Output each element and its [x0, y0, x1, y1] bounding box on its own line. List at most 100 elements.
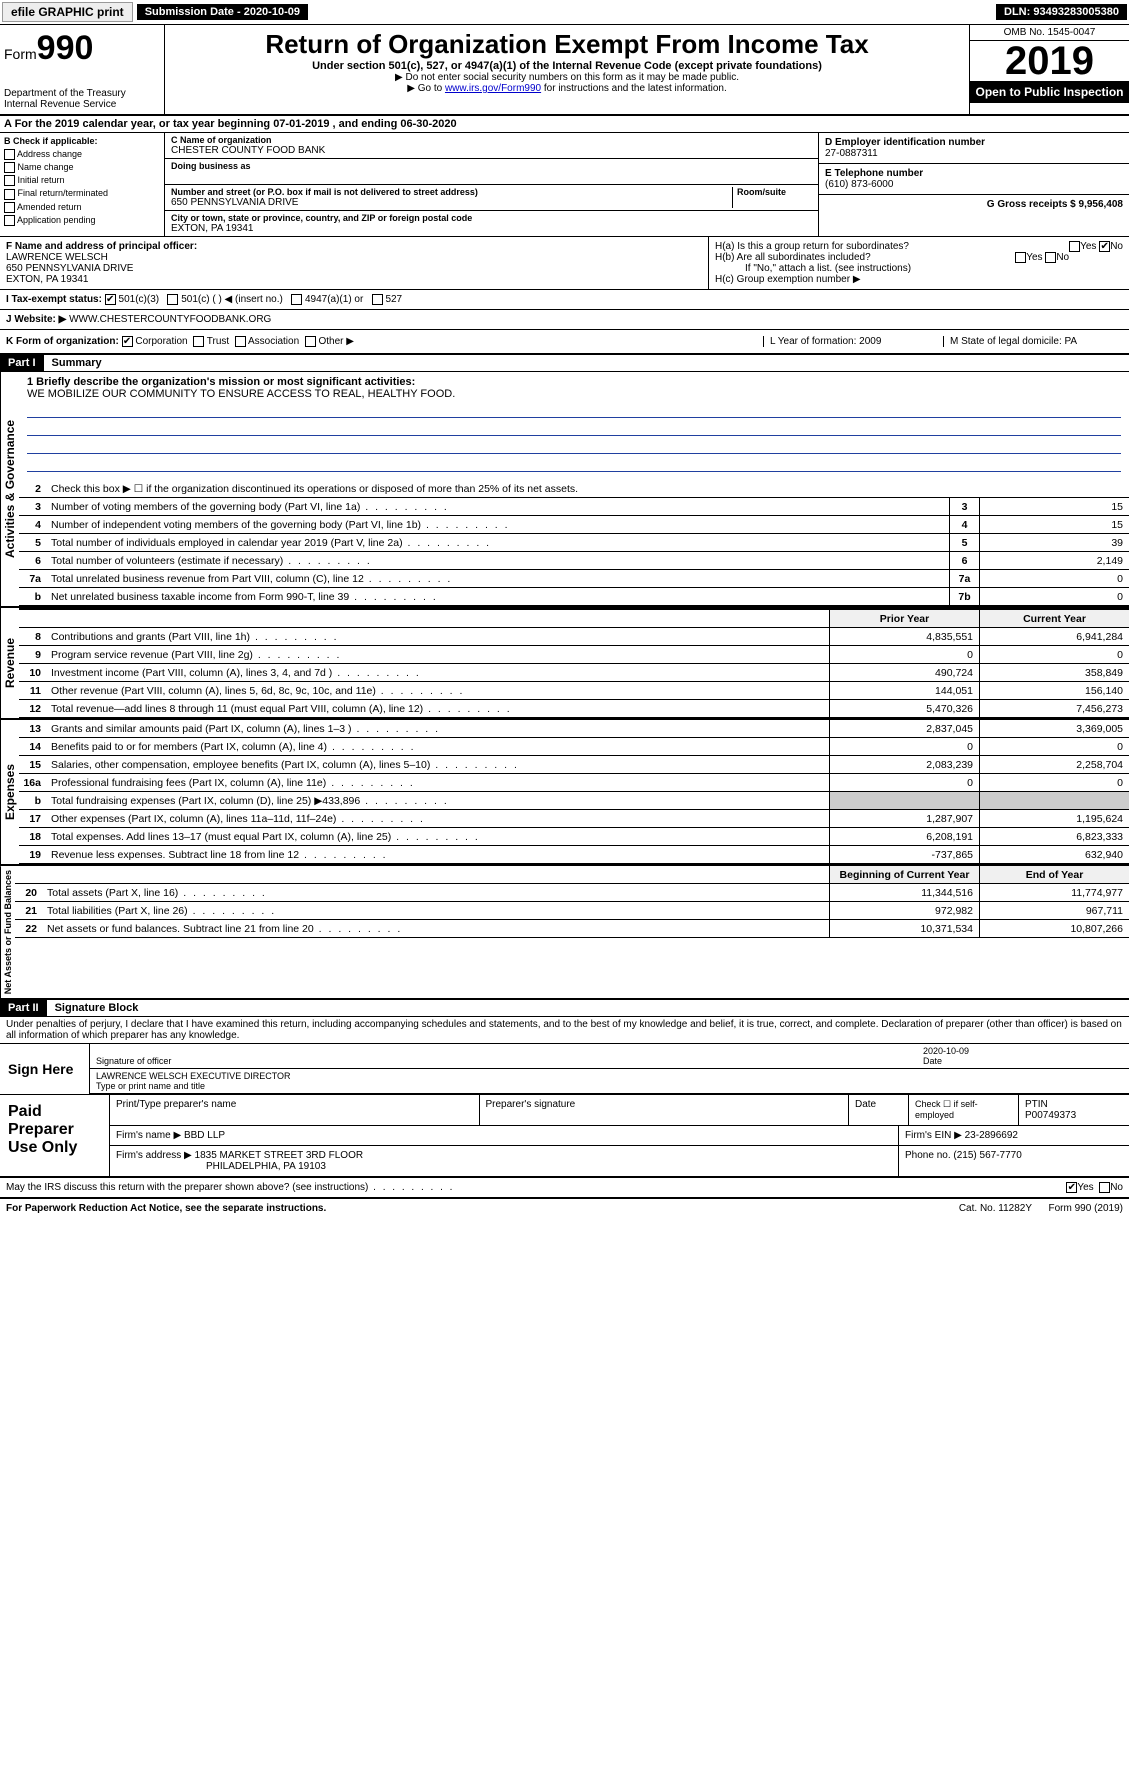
addr-label: Number and street (or P.O. box if mail i…: [171, 187, 732, 197]
room-label: Room/suite: [737, 187, 812, 197]
vlabel-governance: Activities & Governance: [0, 372, 19, 606]
summary-line-3: 3Number of voting members of the governi…: [19, 498, 1129, 516]
firm-addr1: 1835 MARKET STREET 3RD FLOOR: [195, 1150, 364, 1161]
sig-date: 2020-10-09: [923, 1046, 969, 1056]
part1-header: Part I Summary: [0, 355, 1129, 372]
phone-label: E Telephone number: [825, 168, 1123, 179]
line1-label: 1 Briefly describe the organization's mi…: [27, 376, 1121, 388]
line2-text: Check this box ▶ ☐ if the organization d…: [47, 481, 1129, 497]
firm-ein: 23-2896692: [965, 1130, 1018, 1141]
submission-date: Submission Date - 2020-10-09: [137, 4, 308, 20]
dba-label: Doing business as: [171, 161, 812, 171]
tax-year: 2019: [970, 41, 1129, 81]
summary-line-13: 13Grants and similar amounts paid (Part …: [19, 720, 1129, 738]
period-row: A For the 2019 calendar year, or tax yea…: [0, 116, 1129, 133]
ha-label: H(a) Is this a group return for subordin…: [715, 241, 909, 252]
form-header: Form990 Department of the Treasury Inter…: [0, 25, 1129, 116]
section-b-row: B Check if applicable: Address change Na…: [0, 133, 1129, 237]
summary-line-17: 17Other expenses (Part IX, column (A), l…: [19, 810, 1129, 828]
summary-line-12: 12Total revenue—add lines 8 through 11 (…: [19, 700, 1129, 718]
ein-value: 27-0887311: [825, 148, 1123, 159]
check-name-change[interactable]: Name change: [4, 161, 160, 174]
summary-line-8: 8Contributions and grants (Part VIII, li…: [19, 628, 1129, 646]
firm-addr2: PHILADELPHIA, PA 19103: [116, 1161, 326, 1172]
hb-label: H(b) Are all subordinates included?: [715, 252, 871, 263]
self-emp-check[interactable]: Check ☐ if self-employed: [909, 1095, 1019, 1125]
state-domicile: M State of legal domicile: PA: [943, 336, 1123, 347]
discuss-no-check[interactable]: [1099, 1182, 1110, 1193]
mission-text: WE MOBILIZE OUR COMMUNITY TO ENSURE ACCE…: [27, 388, 1121, 400]
summary-line-22: 22Net assets or fund balances. Subtract …: [15, 920, 1129, 938]
name-label: C Name of organization: [171, 135, 812, 145]
dln-label: DLN: 93493283005380: [996, 4, 1127, 20]
summary-line-16a: 16aProfessional fundraising fees (Part I…: [19, 774, 1129, 792]
check-amended-return[interactable]: Amended return: [4, 201, 160, 214]
firm-name: BBD LLP: [184, 1130, 225, 1141]
summary-line-18: 18Total expenses. Add lines 13–17 (must …: [19, 828, 1129, 846]
org-address: 650 PENNSYLVANIA DRIVE: [171, 197, 732, 208]
phone-value: (610) 873-6000: [825, 179, 1123, 190]
col-prior: Prior Year: [829, 610, 979, 627]
check-application-pending[interactable]: Application pending: [4, 214, 160, 227]
col-current: Current Year: [979, 610, 1129, 627]
officer-name: LAWRENCE WELSCH: [6, 252, 702, 263]
top-bar: efile GRAPHIC print Submission Date - 20…: [0, 0, 1129, 25]
summary-line-7a: 7aTotal unrelated business revenue from …: [19, 570, 1129, 588]
gross-receipts: G Gross receipts $ 9,956,408: [825, 199, 1123, 210]
summary-line-5: 5Total number of individuals employed in…: [19, 534, 1129, 552]
irs-link[interactable]: www.irs.gov/Form990: [445, 83, 541, 94]
summary-line-21: 21Total liabilities (Part X, line 26)972…: [15, 902, 1129, 920]
org-city: EXTON, PA 19341: [171, 223, 812, 234]
section-b-label: B Check if applicable:: [4, 135, 160, 147]
check-final-return-terminated[interactable]: Final return/terminated: [4, 187, 160, 200]
col-beginning: Beginning of Current Year: [829, 866, 979, 883]
section-fh: F Name and address of principal officer:…: [0, 237, 1129, 290]
summary-line-9: 9Program service revenue (Part VIII, lin…: [19, 646, 1129, 664]
summary-line-7b: bNet unrelated business taxable income f…: [19, 588, 1129, 606]
city-label: City or town, state or province, country…: [171, 213, 812, 223]
officer-addr1: 650 PENNSYLVANIA DRIVE: [6, 263, 702, 274]
check-initial-return[interactable]: Initial return: [4, 174, 160, 187]
501c3-check[interactable]: [105, 294, 116, 305]
summary-line-6: 6Total number of volunteers (estimate if…: [19, 552, 1129, 570]
form-number: 990: [37, 29, 94, 67]
summary-line-10: 10Investment income (Part VIII, column (…: [19, 664, 1129, 682]
open-inspection: Open to Public Inspection: [970, 81, 1129, 103]
vlabel-revenue: Revenue: [0, 608, 19, 718]
sig-officer-label: Signature of officer: [96, 1056, 171, 1066]
prep-name-hdr: Print/Type preparer's name: [110, 1095, 480, 1125]
note-ssn: ▶ Do not enter social security numbers o…: [173, 72, 961, 83]
hc-label: H(c) Group exemption number ▶: [715, 274, 1123, 285]
hb-note: If "No," attach a list. (see instruction…: [715, 263, 1123, 274]
declaration-text: Under penalties of perjury, I declare th…: [0, 1017, 1129, 1044]
firm-phone: (215) 567-7770: [953, 1150, 1021, 1161]
efile-button[interactable]: efile GRAPHIC print: [2, 2, 133, 22]
check-address-change[interactable]: Address change: [4, 148, 160, 161]
prep-date-hdr: Date: [849, 1095, 909, 1125]
discuss-row: May the IRS discuss this return with the…: [0, 1178, 1129, 1198]
summary-line-4: 4Number of independent voting members of…: [19, 516, 1129, 534]
dept-label: Department of the Treasury Internal Reve…: [4, 88, 160, 110]
vlabel-netassets: Net Assets or Fund Balances: [0, 866, 15, 998]
form-title: Return of Organization Exempt From Incom…: [173, 29, 961, 60]
summary-line-14: 14Benefits paid to or for members (Part …: [19, 738, 1129, 756]
form-subtitle: Under section 501(c), 527, or 4947(a)(1)…: [173, 60, 961, 72]
note-link: ▶ Go to www.irs.gov/Form990 for instruct…: [173, 83, 961, 94]
col-end: End of Year: [979, 866, 1129, 883]
year-formation: L Year of formation: 2009: [763, 336, 943, 347]
ein-label: D Employer identification number: [825, 137, 1123, 148]
summary-line-15: 15Salaries, other compensation, employee…: [19, 756, 1129, 774]
org-name: CHESTER COUNTY FOOD BANK: [171, 145, 812, 156]
officer-addr2: EXTON, PA 19341: [6, 274, 702, 285]
page-footer: For Paperwork Reduction Act Notice, see …: [0, 1198, 1129, 1218]
website-value: WWW.CHESTERCOUNTYFOODBANK.ORG: [69, 314, 271, 325]
paid-preparer-block: Paid Preparer Use Only Print/Type prepar…: [0, 1095, 1129, 1178]
officer-label: F Name and address of principal officer:: [6, 241, 702, 252]
summary-line-20: 20Total assets (Part X, line 16)11,344,5…: [15, 884, 1129, 902]
section-k: K Form of organization: Corporation Trus…: [0, 330, 1129, 355]
ptin-value: P00749373: [1025, 1110, 1076, 1121]
discuss-yes-check[interactable]: [1066, 1182, 1077, 1193]
section-j: J Website: ▶ WWW.CHESTERCOUNTYFOODBANK.O…: [0, 310, 1129, 330]
vlabel-expenses: Expenses: [0, 720, 19, 864]
section-i: I Tax-exempt status: 501(c)(3) 501(c) ( …: [0, 290, 1129, 310]
